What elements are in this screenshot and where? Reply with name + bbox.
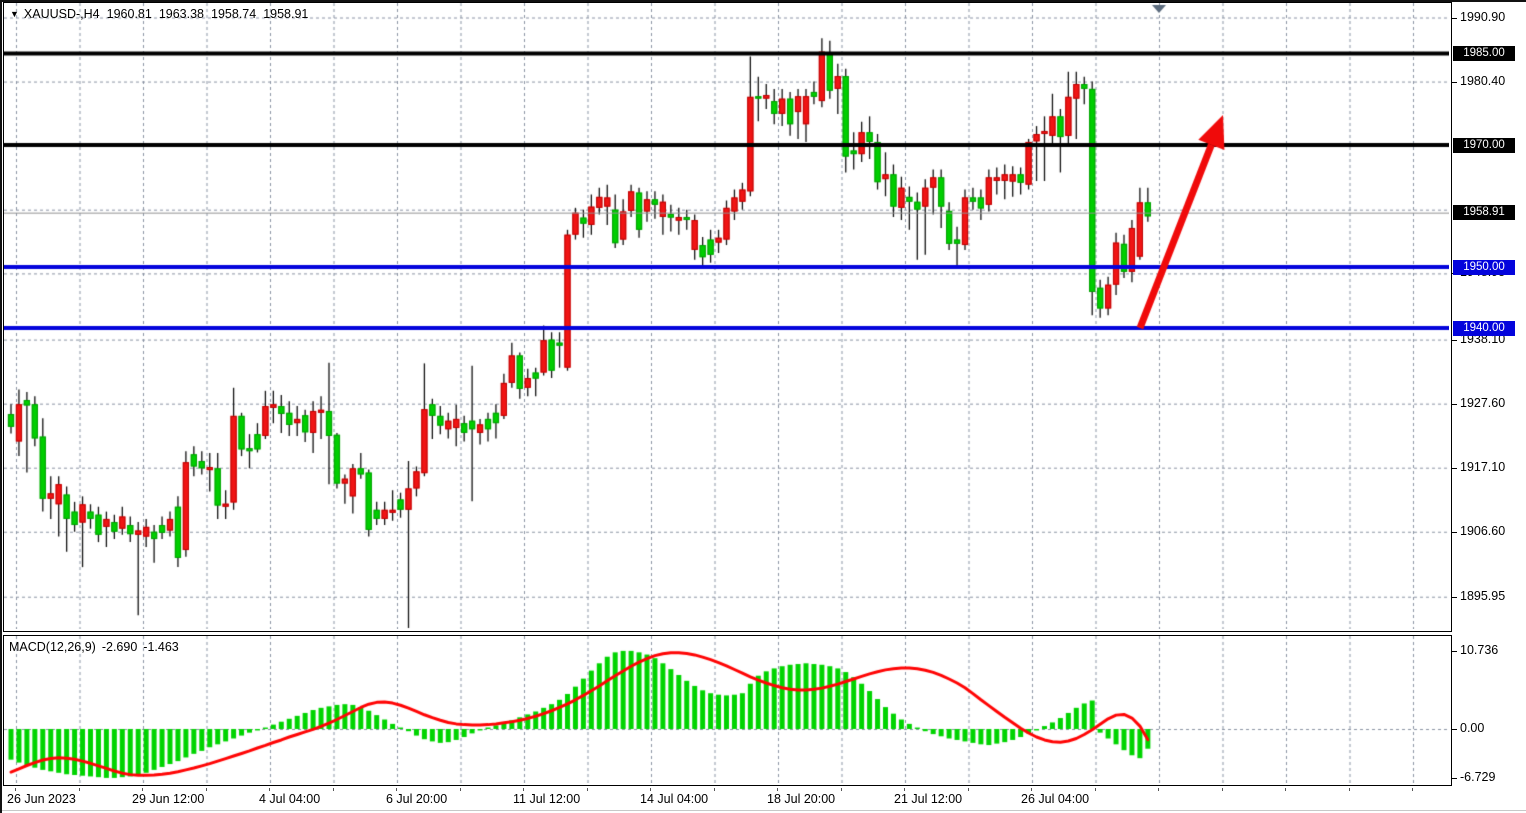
time-tick-mark [79, 788, 80, 791]
axis-tick-mark [1452, 18, 1457, 19]
time-tick-mark [523, 788, 524, 791]
time-tick-mark [777, 788, 778, 791]
price-tick-label: 1927.60 [1460, 396, 1506, 410]
price-tick-label: 1895.95 [1460, 589, 1506, 603]
window-bottom-divider [2, 810, 1526, 811]
price-tick-label: 1906.60 [1460, 524, 1506, 538]
axis-tick-mark [1452, 651, 1457, 652]
time-tick-mark [142, 788, 143, 791]
time-tick-mark [333, 788, 334, 791]
price-tick-label: 1990.90 [1460, 10, 1506, 24]
time-tick-mark [460, 788, 461, 791]
macd-indicator-panel: MACD(12,26,9) -2.690 -1.463 [3, 635, 1452, 786]
time-tick-mark [1222, 788, 1223, 791]
time-axis-label: 11 Jul 12:00 [513, 792, 581, 806]
macd-tick-label: -6.729 [1460, 770, 1496, 784]
axis-tick-mark [1452, 468, 1457, 469]
time-axis[interactable]: 26 Jun 2023 29 Jun 12:00 4 Jul 04:00 6 Jul … [3, 788, 1452, 813]
time-tick-mark [1412, 788, 1413, 791]
time-axis-label: 29 Jun 12:00 [132, 792, 205, 806]
axis-tick-mark [1452, 82, 1457, 83]
ohlc-low: 1958.74 [211, 7, 257, 21]
macd-name: MACD(12,26,9) [9, 640, 96, 654]
time-tick-mark [714, 788, 715, 791]
time-tick-mark [968, 788, 969, 791]
axis-tick-mark [1452, 532, 1457, 533]
price-level-badge: 1958.91 [1453, 205, 1515, 220]
time-tick-mark [1349, 788, 1350, 791]
price-tick-label: 1980.40 [1460, 74, 1506, 88]
price-level-badge: 1950.00 [1453, 260, 1515, 275]
axis-tick-mark [1452, 340, 1457, 341]
ohlc-high: 1963.38 [158, 7, 205, 21]
time-tick-mark [841, 788, 842, 791]
ohlc-close: 1958.91 [263, 7, 309, 21]
time-tick-mark [587, 788, 588, 791]
time-axis-label: 26 Jun 2023 [7, 792, 76, 806]
time-axis-label: 4 Jul 04:00 [259, 792, 321, 806]
price-level-badge: 1970.00 [1453, 138, 1515, 153]
macd-main-value: -2.690 [101, 640, 138, 654]
price-level-badge: 1985.00 [1453, 46, 1515, 61]
price-chart-panel: ▼ XAUUSD-,H4 1960.81 1963.38 1958.74 1958.91 [3, 2, 1452, 632]
time-tick-mark [650, 788, 651, 791]
macd-tick-label: 0.00 [1460, 721, 1485, 735]
time-tick-mark [206, 788, 207, 791]
time-axis-label: 6 Jul 20:00 [386, 792, 448, 806]
axis-tick-mark [1452, 778, 1457, 779]
time-axis-label: 14 Jul 04:00 [640, 792, 709, 806]
time-tick-mark [1095, 788, 1096, 791]
time-tick-mark [269, 788, 270, 791]
price-chart-canvas[interactable] [4, 3, 1449, 629]
axis-tick-mark [1452, 404, 1457, 405]
axis-tick-mark [1452, 729, 1457, 730]
time-tick-mark [904, 788, 905, 791]
macd-canvas[interactable] [4, 636, 1449, 783]
macd-signal-value: -1.463 [143, 640, 179, 654]
macd-indicator-label: MACD(12,26,9) -2.690 -1.463 [9, 640, 185, 654]
symbol-timeframe-label: XAUUSD-,H4 [23, 7, 100, 21]
price-level-badge: 1940.00 [1453, 321, 1515, 336]
price-tick-label: 1917.10 [1460, 460, 1506, 474]
macd-tick-label: 10.736 [1460, 643, 1499, 657]
axis-tick-mark [1452, 597, 1457, 598]
time-tick-mark [1031, 788, 1032, 791]
symbol-info-bar: ▼ XAUUSD-,H4 1960.81 1963.38 1958.74 1958.91 [10, 7, 315, 21]
time-axis-label: 21 Jul 12:00 [894, 792, 963, 806]
time-tick-mark [1158, 788, 1159, 791]
time-tick-mark [1285, 788, 1286, 791]
price-axis[interactable]: 1990.901980.401948.951938.101927.601917.… [1452, 2, 1526, 792]
chevron-down-icon[interactable]: ▼ [10, 9, 19, 19]
time-axis-label: 18 Jul 20:00 [767, 792, 836, 806]
time-axis-label: 26 Jul 04:00 [1021, 792, 1090, 806]
time-tick-mark [15, 788, 16, 791]
time-tick-mark [396, 788, 397, 791]
ohlc-open: 1960.81 [106, 7, 152, 21]
